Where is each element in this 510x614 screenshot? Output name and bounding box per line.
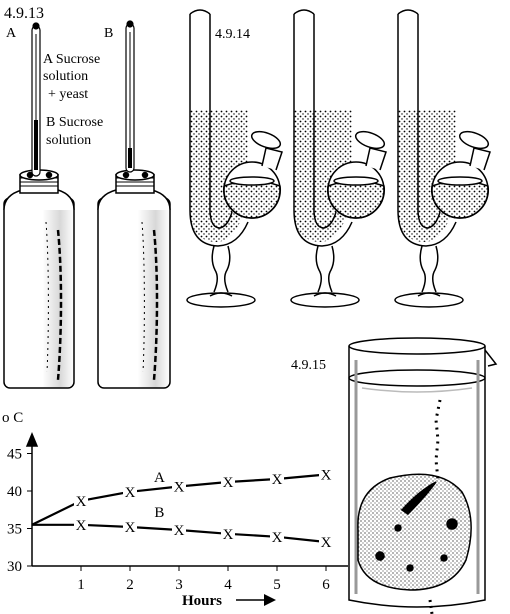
- marker-A-6: X: [321, 468, 332, 484]
- series-label-A: A: [154, 470, 165, 486]
- marker-A-2: X: [125, 485, 136, 501]
- y-tick-label-45: 45: [7, 447, 22, 463]
- beaker: [348, 337, 498, 614]
- legend-b-line1: B Sucrose: [46, 115, 104, 130]
- marker-bg-A-2: [123, 484, 137, 499]
- x-tick-label-6: 6: [322, 577, 330, 593]
- marker-A-1: X: [76, 494, 87, 510]
- marker-B-4: X: [223, 527, 234, 543]
- marker-bg-A-3: [172, 479, 186, 494]
- hours-arrow-head: [264, 594, 276, 606]
- legend-b-line2: solution: [46, 133, 92, 148]
- y-tick-label-35: 35: [7, 522, 22, 538]
- marker-B-6: X: [321, 535, 332, 551]
- legend-a-line3: + yeast: [48, 87, 89, 102]
- marker-bg-B-6: [319, 535, 333, 549]
- marker-B-5: X: [272, 530, 283, 546]
- fermentation-vessel-1: [186, 9, 283, 308]
- marker-B-2: X: [125, 520, 136, 536]
- marker-A-4: X: [223, 475, 234, 491]
- legend-a-line2: solution: [43, 69, 89, 84]
- fig3-number: 4.9.15: [291, 358, 326, 373]
- marker-bg-B-3: [172, 523, 186, 537]
- marker-A-3: X: [174, 480, 185, 496]
- x-tick-label-1: 1: [77, 577, 85, 593]
- legend-a-line1: A Sucrose: [43, 52, 101, 67]
- marker-bg-A-5: [270, 472, 284, 486]
- flask-a-label: A: [6, 26, 17, 41]
- fermentation-vessel-3: [394, 9, 492, 308]
- marker-bg-B-5: [270, 529, 284, 544]
- thermos-flask-a: [3, 169, 75, 389]
- fig2-number: 4.9.14: [215, 27, 250, 42]
- thermometer-b: [125, 20, 135, 173]
- x-tick-label-4: 4: [224, 577, 232, 593]
- potato: [357, 473, 472, 591]
- marker-bg-B-1: [74, 517, 88, 532]
- fig1-number: 4.9.13: [4, 5, 44, 22]
- marker-bg-A-1: [74, 493, 88, 508]
- y-axis-label: o C: [2, 410, 24, 426]
- y-tick-label-40: 40: [7, 484, 22, 500]
- marker-bg-B-2: [123, 520, 137, 534]
- marker-bg-A-6: [319, 467, 333, 482]
- marker-bg-B-4: [221, 526, 235, 541]
- flask-b-label: B: [104, 26, 114, 41]
- x-tick-label-5: 5: [273, 577, 281, 593]
- x-axis-label: Hours: [182, 593, 223, 609]
- x-tick-label-2: 2: [126, 577, 134, 593]
- marker-B-3: X: [174, 523, 185, 539]
- y-tick-label-30: 30: [7, 559, 22, 575]
- series-label-B: B: [154, 505, 164, 521]
- marker-A-5: X: [272, 472, 283, 488]
- fermentation-vessel-2: [290, 9, 388, 308]
- y-axis-arrow: [25, 432, 39, 447]
- marker-bg-A-4: [221, 475, 235, 489]
- marker-B-1: X: [76, 518, 87, 534]
- thermos-flask-b: [97, 169, 171, 389]
- x-tick-label-3: 3: [175, 577, 183, 593]
- thermometer-a: [31, 22, 41, 177]
